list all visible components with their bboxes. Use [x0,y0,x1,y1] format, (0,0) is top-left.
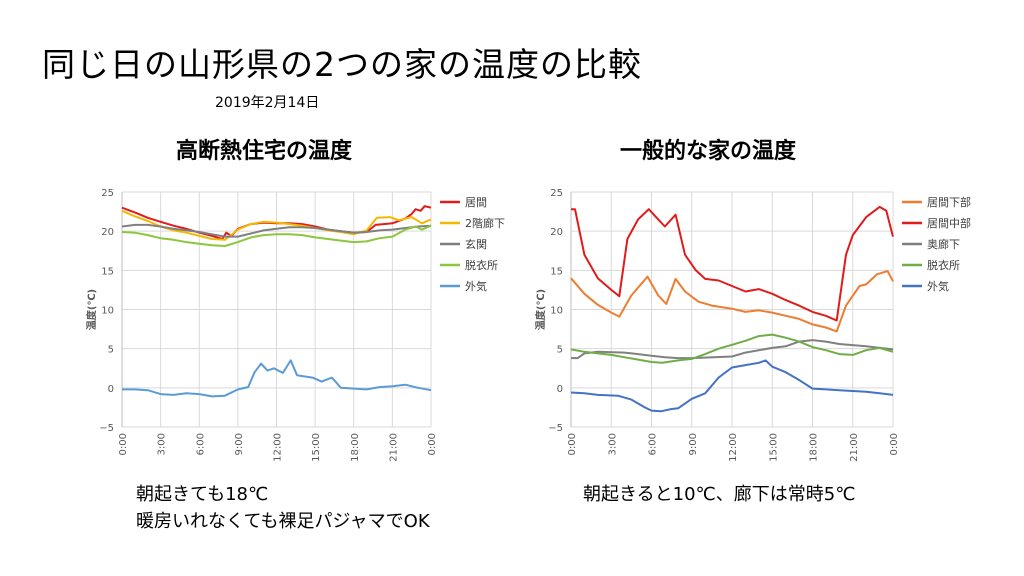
x-tick-label: 6:00 [195,433,206,455]
legend-label: 2階廊下 [465,216,505,230]
series-line-脱衣所 [570,333,894,364]
x-tick-label: 0:00 [567,433,578,455]
legend-label: 居間中部 [927,216,971,230]
note-left-1: 朝起きても18℃ [136,484,269,505]
legend-label: 玄関 [465,237,487,251]
y-tick-label: 25 [550,188,563,199]
series-line-2階廊下 [121,209,432,241]
date-label: 2019年2月14日 [215,95,320,111]
x-tick-label: 18:00 [350,433,361,462]
series-line-玄関 [121,223,432,238]
y-tick-label: 20 [101,227,114,238]
series-line-外気 [122,359,432,398]
x-tick-label: 6:00 [648,433,659,455]
x-tick-label: 9:00 [688,433,699,455]
y-tick-label: 0 [108,384,114,395]
legend-label: 居間 [465,196,487,209]
x-tick-label: 0:00 [889,433,900,455]
x-tick-label: 0:00 [427,433,438,455]
legend-label: 脱衣所 [927,258,960,272]
y-tick-label: 0 [557,384,563,395]
series-line-奥廊下 [571,339,894,360]
y-tick-label: 5 [557,345,563,356]
y-tick-label: 25 [101,188,114,199]
note-right-1: 朝起きると10℃、廊下は常時5℃ [583,484,856,505]
x-tick-label: 15:00 [768,433,779,462]
note-left-2: 暖房いれなくても裸足パジャマでOK [136,511,430,532]
y-tick-label: 20 [550,227,563,238]
legend-label: 脱衣所 [465,258,498,272]
series-line-外気 [570,359,894,413]
series-line-居間下部 [570,270,894,333]
y-tick-label: 10 [101,306,114,317]
series-line-居間中部 [571,205,894,322]
chart-title-right: 一般的な家の温度 [620,139,797,164]
x-tick-label: 12:00 [273,433,284,462]
series-line-脱衣所 [121,224,432,247]
y-tick-label: −5 [99,423,114,434]
x-tick-label: 21:00 [388,433,399,462]
legend-label: 外気 [927,279,949,293]
slide-title: 同じ日の山形県の2つの家の温度の比較 [42,45,642,84]
y-tick-label: 10 [550,306,563,317]
x-tick-label: 3:00 [607,433,618,455]
x-tick-label: 0:00 [118,433,129,455]
y-tick-label: −5 [548,423,563,434]
legend-label: 奥廊下 [927,237,960,251]
legend-label: 外気 [465,279,487,293]
x-tick-label: 3:00 [157,433,168,455]
x-tick-label: 21:00 [849,433,860,462]
x-tick-label: 12:00 [728,433,739,462]
y-tick-label: 5 [108,345,114,356]
x-tick-label: 9:00 [234,433,245,455]
x-tick-label: 18:00 [809,433,820,462]
y-tick-label: 15 [550,266,563,277]
x-tick-label: 15:00 [311,433,322,462]
chart-title-left: 高断熱住宅の温度 [176,139,353,164]
y-tick-label: 15 [101,266,114,277]
y-axis-label: 温度(℃) [534,289,547,330]
y-axis-label: 温度(℃) [85,289,98,330]
legend-label: 居間下部 [927,195,971,209]
